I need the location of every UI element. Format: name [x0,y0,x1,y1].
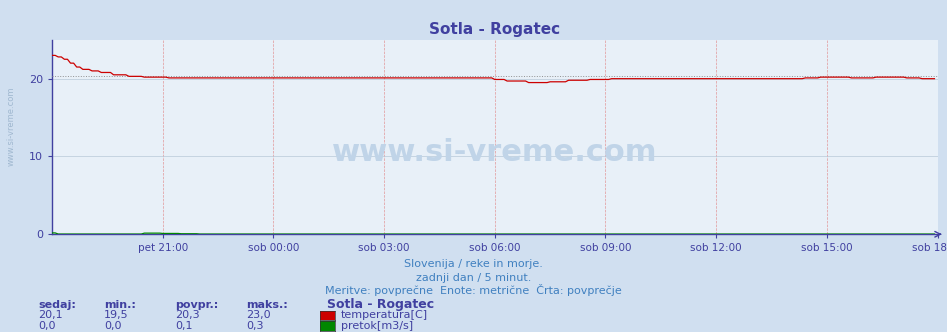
Text: 23,0: 23,0 [246,310,271,320]
Text: 0,3: 0,3 [246,321,263,331]
Text: www.si-vreme.com: www.si-vreme.com [7,86,16,166]
Text: 20,3: 20,3 [175,310,200,320]
Text: 19,5: 19,5 [104,310,129,320]
Text: www.si-vreme.com: www.si-vreme.com [332,138,657,167]
Text: 20,1: 20,1 [38,310,63,320]
Title: Sotla - Rogatec: Sotla - Rogatec [429,22,561,37]
Text: 0,0: 0,0 [38,321,55,331]
Text: maks.:: maks.: [246,300,288,310]
Text: 0,1: 0,1 [175,321,192,331]
Text: pretok[m3/s]: pretok[m3/s] [341,321,413,331]
Text: povpr.:: povpr.: [175,300,219,310]
Text: Sotla - Rogatec: Sotla - Rogatec [327,298,434,311]
Text: Meritve: povprečne  Enote: metrične  Črta: povprečje: Meritve: povprečne Enote: metrične Črta:… [325,284,622,296]
Text: sedaj:: sedaj: [38,300,76,310]
Text: min.:: min.: [104,300,136,310]
Text: Slovenija / reke in morje.: Slovenija / reke in morje. [404,259,543,269]
Text: 0,0: 0,0 [104,321,121,331]
Text: temperatura[C]: temperatura[C] [341,310,428,320]
Text: zadnji dan / 5 minut.: zadnji dan / 5 minut. [416,273,531,283]
